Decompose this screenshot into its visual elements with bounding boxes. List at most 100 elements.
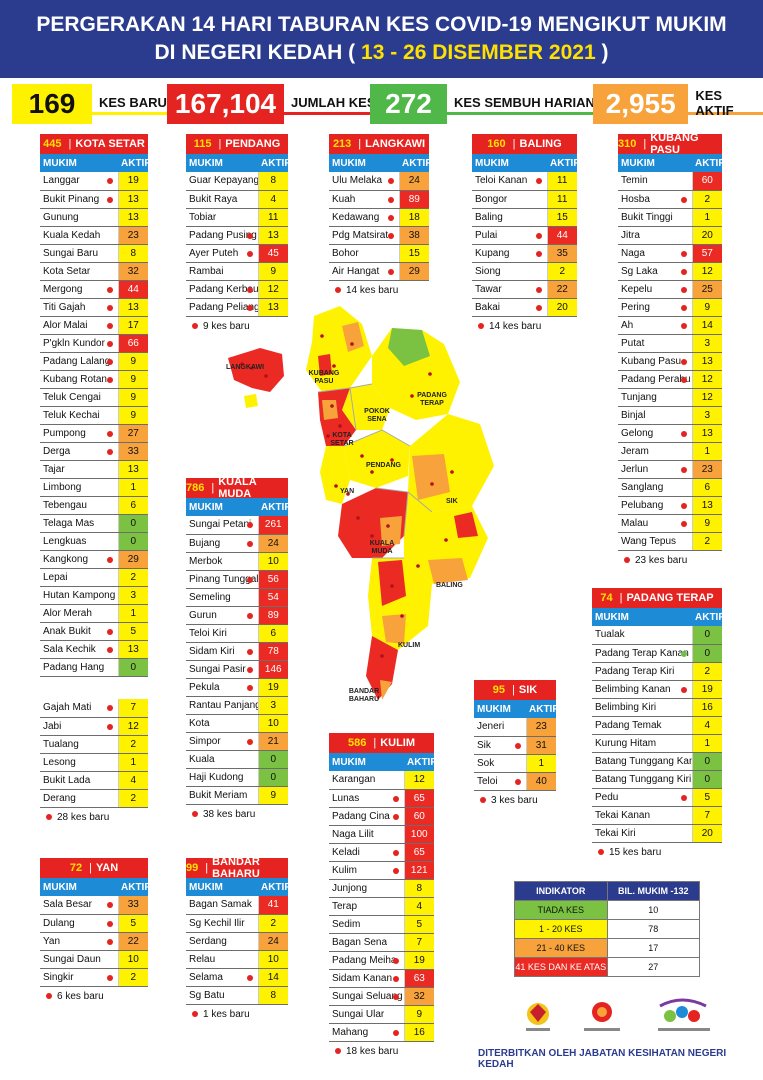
aktif-cell: 19: [117, 172, 148, 191]
mukim-name: Jabi: [43, 720, 62, 732]
col-aktif: AKTIF: [404, 753, 434, 771]
mukim-name: Sg Laka: [621, 265, 658, 277]
mukim-cell: Sungai Seluang: [329, 987, 404, 1006]
mukim-cell: Padang Perahu: [618, 370, 692, 389]
mukim-cell: Merbok: [186, 552, 258, 571]
mukim-name: Tekai Kanan: [595, 809, 651, 821]
aktif-cell: 10: [257, 950, 288, 969]
mukim-cell: Anak Bukit: [40, 622, 118, 641]
mukim-cell: Binjal: [618, 406, 692, 425]
table-row: Jeneri 23: [474, 718, 556, 737]
mukim-cell: Sedim: [329, 915, 404, 934]
new-case-dot: [387, 178, 394, 184]
district-table: MUKIM AKTIF Bagan Samak 41 Sg Kechil Ilir 2 Se…: [186, 878, 288, 1005]
new-case-dot: [106, 902, 113, 908]
mukim-cell: Sungai Pasir: [186, 660, 258, 679]
aktif-cell: 9: [403, 1005, 434, 1024]
table-row: Padang Terap Kanan 0: [592, 644, 722, 663]
aktif-cell: 13: [117, 190, 148, 209]
district-table: MUKIM AKTIF Jeneri 23 Sik 31 Sok 1 Teloi 40: [474, 700, 556, 791]
table-row: Hutan Kampong 3: [40, 586, 148, 605]
mukim-cell: Tekai Kiri: [592, 824, 692, 843]
mukim-name: Kuala: [189, 753, 215, 765]
aktif-cell: 2: [691, 532, 722, 551]
table-row: Bohor 15: [329, 244, 429, 263]
stat-jumlah-kes-value: 167,104: [167, 84, 284, 124]
mukim-cell: Belimbing Kiri: [592, 698, 692, 717]
aktif-cell: 19: [691, 680, 722, 699]
aktif-cell: 13: [691, 424, 722, 443]
mukim-name: Pulai: [475, 229, 498, 241]
new-case-dot: [680, 268, 687, 275]
mukim-cell: Naga: [618, 244, 692, 263]
table-row: Pulai 44: [472, 226, 577, 245]
mukim-name: Junjong: [332, 882, 368, 894]
aktif-cell: 146: [257, 660, 288, 679]
mukim-name: Tualang: [43, 738, 79, 750]
map-kubang-pasu-orange: [342, 322, 364, 352]
header-line2-suffix: ): [601, 41, 609, 64]
mukim-cell: Lepai: [40, 568, 118, 587]
new-case-dot: [392, 795, 399, 802]
footer-text: 9 kes baru: [203, 320, 250, 332]
legend-col-indicator: INDIKATOR: [514, 881, 608, 901]
table-row: Tobiar 11: [186, 208, 288, 227]
footer-dot: [335, 1048, 341, 1054]
table-row: Padang Cina 60: [329, 807, 434, 826]
mukim-cell: Padang Terap Kiri: [592, 662, 692, 681]
aktif-cell: 4: [257, 190, 288, 209]
mukim-cell: Putat: [618, 334, 692, 353]
table-row: Naga 57: [618, 244, 722, 263]
aktif-cell: 13: [117, 298, 148, 317]
new-case-dot: [106, 196, 113, 203]
map-label-yan: YAN: [340, 488, 355, 495]
mukim-name: Sungai Ular: [332, 1008, 385, 1020]
new-case-dot: [392, 1029, 399, 1036]
mukim-name: Pinang Tunggal: [189, 573, 258, 585]
aktif-cell: 12: [691, 388, 722, 407]
map-sik-orange: [412, 454, 450, 500]
table-row: Pelubang 13: [618, 496, 722, 515]
col-aktif: AKTIF: [692, 608, 722, 626]
mukim-name: Kangkong: [43, 553, 89, 565]
new-case-dot: [680, 376, 687, 383]
aktif-cell: 1: [117, 604, 148, 623]
mukim-cell: Semeling: [186, 588, 258, 607]
aktif-cell: 23: [525, 718, 556, 737]
mukim-name: Teluk Cengai: [43, 391, 101, 403]
new-case-dot: [106, 705, 113, 711]
mukim-name: Kota: [189, 717, 210, 729]
mukim-cell: Sala Besar: [40, 896, 118, 915]
aktif-cell: 19: [403, 951, 434, 970]
district-name: PADANG TERAP: [626, 592, 714, 604]
mukim-cell: Tawar: [472, 280, 547, 299]
aktif-cell: 5: [117, 914, 148, 933]
mukim-cell: Pulai: [472, 226, 547, 245]
table-row: Singkir 2: [40, 968, 148, 987]
mukim-name: Telaga Mas: [43, 517, 95, 529]
new-case-dot: [246, 666, 253, 673]
new-case-dot: [387, 232, 394, 239]
district-table: MUKIM AKTIF Guar Kepayang 8 Bukit Raya 4 Tobia…: [186, 154, 288, 317]
mukim-cell: Kupang: [472, 244, 547, 263]
mukim-name: Derang: [43, 792, 76, 804]
mukim-name: Kulim: [332, 864, 358, 876]
table-row: Haji Kudong 0: [186, 768, 288, 787]
mukim-name: Naga Lilit: [332, 828, 374, 840]
table-row: Bukit Pinang 13: [40, 190, 148, 209]
panel-padang-terap: 74 | PADANG TERAP MUKIM AKTIF Tualak 0 Padang T…: [592, 588, 722, 858]
mukim-name: P'gkln Kundor: [43, 337, 105, 349]
mukim-cell: Gurun: [186, 606, 258, 625]
table-row: Teluk Kechai 9: [40, 406, 148, 425]
new-case-dot: [106, 376, 113, 383]
legend-label: 21 - 40 KES: [514, 938, 608, 958]
district-name: BANDAR BAHARU: [212, 856, 260, 880]
table-row: Kota 10: [186, 714, 288, 733]
mukim-name: Kubang Rotan: [43, 373, 107, 385]
panel-yan: 72 | YAN MUKIM AKTIF Sala Besar 33 Dulang 5 Yan 22…: [40, 858, 148, 1002]
district-separator: |: [373, 737, 377, 749]
table-row: Kupang 35: [472, 244, 577, 263]
mukim-cell: Langgar: [40, 172, 118, 191]
district-separator: |: [512, 138, 516, 150]
mukim-name: Padang Kerbau: [189, 283, 258, 295]
